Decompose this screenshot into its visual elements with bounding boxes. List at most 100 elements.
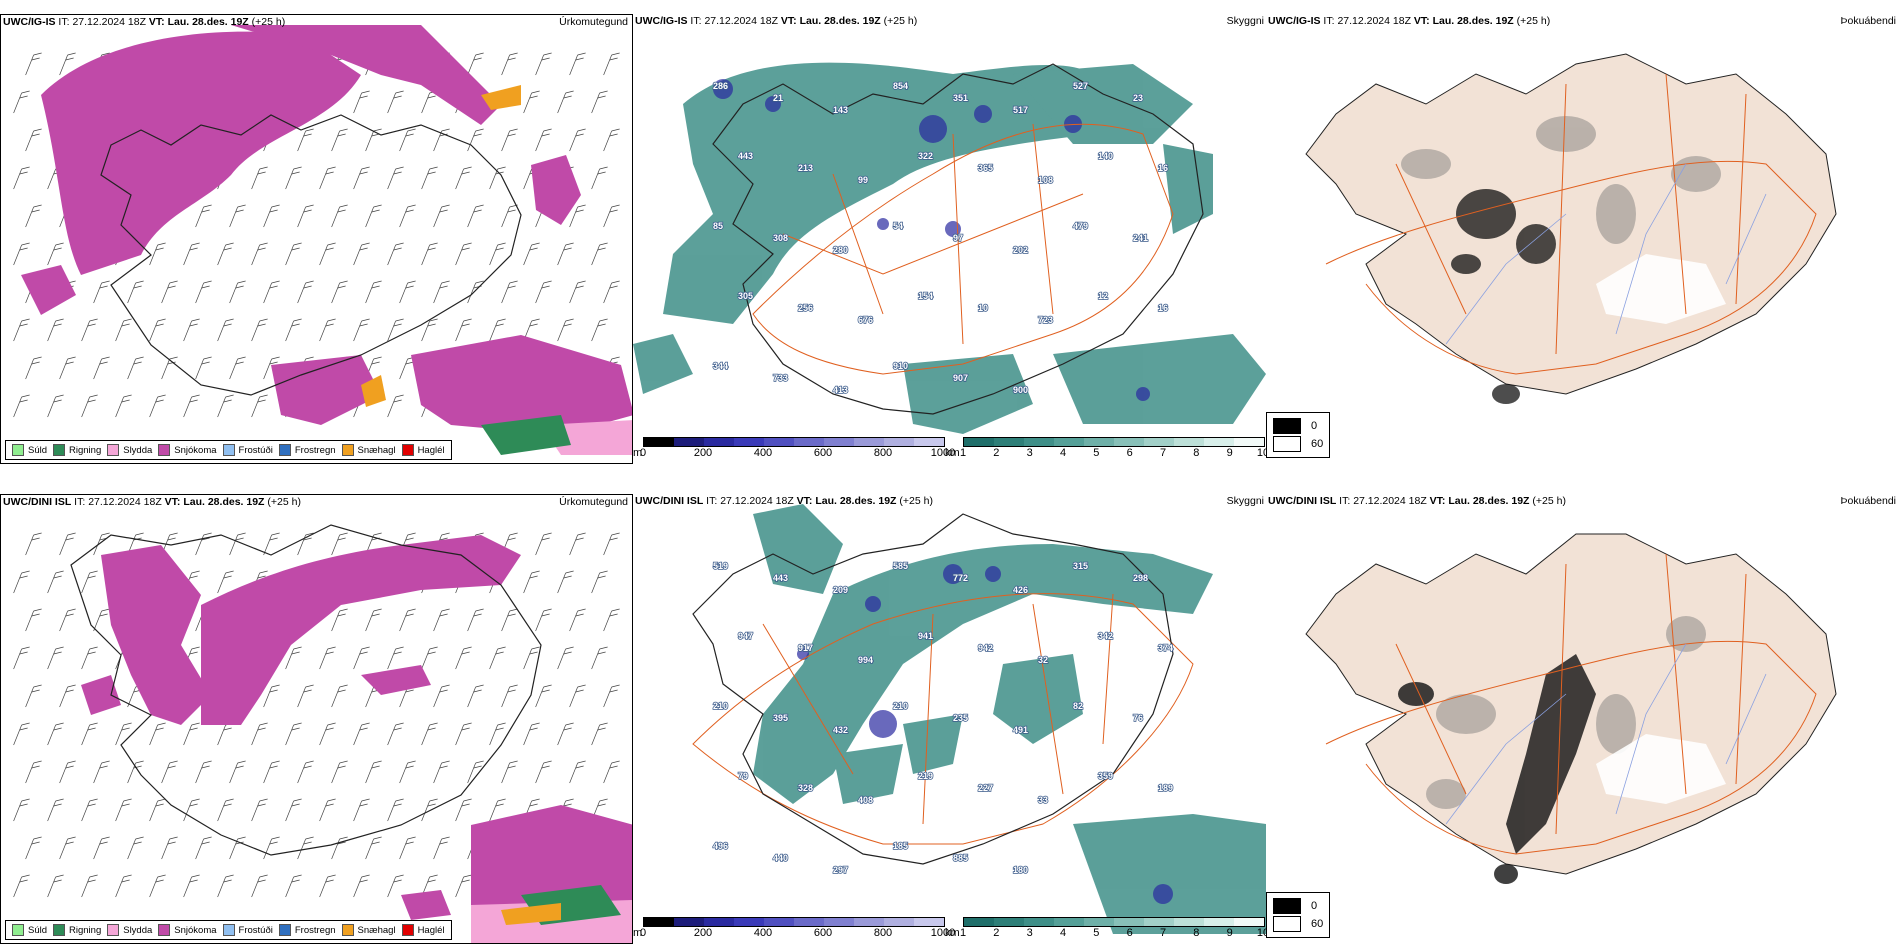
colorbar-tick-label: 3 <box>1026 927 1033 939</box>
wind-barb <box>229 280 246 304</box>
wind-barb <box>569 608 586 632</box>
wind-barb <box>603 608 620 632</box>
wind-barb <box>331 280 348 304</box>
wind-barb <box>319 242 336 266</box>
wind-barb <box>217 874 234 898</box>
wind-barb <box>399 760 416 784</box>
elevation-peak-label: 256 <box>798 303 813 313</box>
wind-barb <box>183 798 200 822</box>
wind-barb <box>47 646 64 670</box>
rain-areas <box>481 415 571 455</box>
wind-barb <box>161 280 178 304</box>
colorbar-step <box>914 438 944 446</box>
legend-item: Frostregn <box>278 924 336 936</box>
wind-barb <box>149 874 166 898</box>
elevation-peak-label: 733 <box>773 373 788 383</box>
fog-legend-swatch <box>1273 898 1301 914</box>
legend-swatch <box>278 444 291 456</box>
elevation-peak-label: 180 <box>1013 865 1028 875</box>
visibility-map-svg: 286 21 143 854 351 517 527 23 443 213 99 322 365 108 1… <box>633 62 1266 434</box>
wind-barb <box>297 684 314 708</box>
elevation-peak-labels: 519 443 209 585 772 426 315 298 947 917 994 941 942 3… <box>712 560 1174 876</box>
colorbar-step <box>1114 438 1144 446</box>
colorbar-step <box>1114 918 1144 926</box>
colorbar-tick-label: 10 <box>1256 927 1266 939</box>
colorbar-step <box>1204 918 1234 926</box>
colorbar-step <box>1234 438 1264 446</box>
iceland-outline <box>100 114 522 396</box>
elevation-peak-label: 189 <box>1158 783 1173 793</box>
legend-item: Rigning <box>53 924 101 936</box>
wind-barb <box>13 570 30 594</box>
wind-barb <box>557 570 574 594</box>
wind-barb <box>93 356 110 380</box>
wind-barb <box>229 836 246 860</box>
legend-swatch <box>278 924 291 936</box>
wind-barb <box>59 836 76 860</box>
wind-barb <box>217 722 234 746</box>
legend-swatch <box>12 924 24 936</box>
elevation-peak-label: 519 <box>713 561 728 571</box>
wind-barb <box>263 684 280 708</box>
legend-item: Snæhagl <box>341 924 396 936</box>
elevation-peak-label: 408 <box>858 795 873 805</box>
colorbar-step <box>854 438 884 446</box>
wind-barb <box>433 280 450 304</box>
panel-title: Skyggni <box>1226 495 1264 507</box>
wind-barb <box>93 760 110 784</box>
panel-header: UWC/DINI ISL IT: 27.12.2024 18Z VT: Lau.… <box>1268 495 1566 507</box>
elevation-peak-label: 23 <box>1133 93 1143 103</box>
legend-swatch <box>107 444 120 456</box>
wind-barb <box>13 874 30 898</box>
wind-barb <box>569 760 586 784</box>
legend-item: Súld <box>12 924 47 936</box>
fog-legend-label: 0 <box>1311 420 1318 432</box>
elevation-peak-label: 479 <box>1073 221 1088 231</box>
wind-barb <box>433 684 450 708</box>
elevation-peak-label: 16 <box>1158 303 1168 313</box>
wind-barb <box>59 684 76 708</box>
snow-areas <box>81 535 632 925</box>
wind-barb <box>59 608 76 632</box>
wind-barb <box>387 646 404 670</box>
panel-title: Úrkomutegund <box>559 496 628 508</box>
wind-barb <box>319 874 336 898</box>
legend-swatch <box>53 924 66 936</box>
colorbar-step <box>1084 438 1114 446</box>
wind-barb <box>603 760 620 784</box>
elevation-peak-label: 202 <box>1013 245 1028 255</box>
panel-header: UWC/DINI ISL IT: 27.12.2024 18Z VT: Lau.… <box>3 496 301 508</box>
wind-barb <box>353 874 370 898</box>
wind-barb <box>489 646 506 670</box>
wind-barb <box>467 128 484 152</box>
wind-barb <box>195 532 212 556</box>
wind-barb <box>455 242 472 266</box>
elevation-colorbar <box>643 437 945 447</box>
legend-label: Snæhagl <box>357 924 396 936</box>
elevation-peak-label: 33 <box>1038 795 1048 805</box>
colorbar-tick-label: 1 <box>959 927 967 939</box>
panel-title: Skyggni <box>1226 15 1264 27</box>
colorbar-step <box>764 438 794 446</box>
wind-barb <box>149 318 166 342</box>
colorbar-tick-label: 8 <box>1193 927 1200 939</box>
fog-indicator-map-ig-is: UWC/IG-IS IT: 27.12.2024 18Z VT: Lau. 28… <box>1266 14 1900 464</box>
wind-barb <box>229 356 246 380</box>
wind-barb <box>13 242 30 266</box>
colorbar-step <box>764 918 794 926</box>
elevation-peak-label: 907 <box>953 373 968 383</box>
legend-label: Frostúði <box>238 444 273 456</box>
legend-item: Snæhagl <box>341 444 396 456</box>
wind-barb <box>47 798 64 822</box>
panel-header: UWC/IG-IS IT: 27.12.2024 18Z VT: Lau. 28… <box>3 16 286 28</box>
wind-barb <box>251 242 268 266</box>
wind-barb <box>13 646 30 670</box>
elevation-peak-label: 185 <box>893 841 908 851</box>
snow-areas <box>21 25 632 435</box>
legend-label: Snæhagl <box>357 444 396 456</box>
glacier-white <box>1596 254 1726 324</box>
wind-barb <box>365 836 382 860</box>
colorbar-step <box>1174 438 1204 446</box>
wind-barb <box>47 394 64 418</box>
legend-item: Súld <box>12 444 47 456</box>
